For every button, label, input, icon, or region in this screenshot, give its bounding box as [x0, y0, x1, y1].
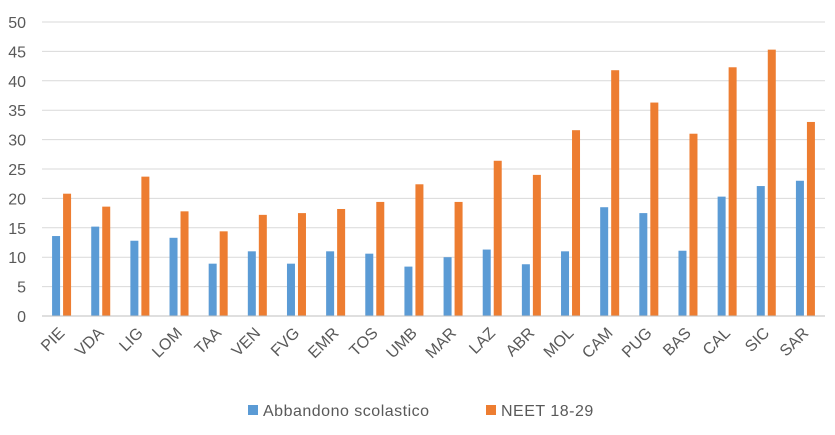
bar-abbandono-vda [91, 226, 100, 316]
bar-abbandono-taa [208, 263, 217, 316]
x-tick-label-cal: CAL [700, 325, 734, 359]
x-tick-label-ven: VEN [229, 325, 264, 360]
y-tick-label: 5 [17, 280, 26, 297]
x-tick-label-pug: PUG [619, 325, 656, 362]
bar-abbandono-lom [169, 237, 178, 316]
y-tick-label: 25 [8, 162, 26, 179]
legend: Abbandono scolastico NEET 18-29 [248, 403, 594, 420]
bar-neet-taa [219, 231, 228, 316]
bar-abbandono-cam [600, 207, 609, 316]
bar-abbandono-pug [639, 213, 648, 316]
bar-abbandono-mol [561, 251, 570, 316]
y-axis-tick-labels: 0 5 10 15 20 25 30 35 40 45 50 [8, 15, 26, 326]
x-tick-label-bas: BAS [660, 325, 695, 360]
x-tick-label-vda: VDA [72, 325, 108, 361]
bar-neet-lig [141, 176, 150, 316]
x-tick-label-taa: TAA [192, 325, 225, 358]
bar-abbandono-fvg [286, 263, 295, 316]
x-tick-label-tos: TOS [347, 325, 382, 360]
bar-neet-mar [454, 201, 463, 316]
bar-abbandono-pie [52, 236, 61, 316]
bar-neet-sar [806, 121, 815, 317]
y-tick-label: 30 [8, 133, 26, 150]
x-tick-label-pie: PIE [38, 325, 68, 355]
y-tick-label: 50 [8, 15, 26, 32]
x-tick-label-umb: UMB [384, 325, 421, 362]
bar-neet-cal [728, 67, 737, 316]
bar-abbandono-lig [130, 240, 139, 316]
bar-neet-fvg [297, 213, 306, 316]
bar-abbandono-mar [443, 257, 452, 316]
x-tick-label-sic: SIC [742, 325, 773, 356]
x-tick-label-cam: CAM [579, 325, 616, 362]
bar-abbandono-sar [795, 180, 804, 316]
y-tick-label: 15 [8, 221, 26, 238]
x-tick-label-mol: MOL [541, 325, 578, 362]
gridlines [42, 21, 825, 288]
bar-abbandono-umb [404, 266, 413, 316]
bar-neet-vda [102, 206, 111, 316]
bar-abbandono-tos [365, 253, 374, 316]
bar-neet-bas [689, 133, 698, 316]
bar-neet-ven [258, 214, 267, 316]
bar-abbandono-ven [247, 251, 256, 316]
legend-swatch-neet [486, 405, 496, 415]
bar-abbandono-abr [521, 264, 530, 316]
bar-neet-lom [180, 211, 189, 316]
legend-label-abbandono: Abbandono scolastico [263, 403, 430, 420]
bar-abbandono-bas [678, 250, 687, 316]
bar-neet-abr [532, 174, 541, 316]
x-tick-label-sar: SAR [777, 325, 812, 360]
x-tick-label-emr: EMR [305, 325, 342, 362]
x-axis-category-labels: PIE VDA LIG LOM TAA VEN FVG EMR TOS UMB MAR LAZ ABR M… [38, 325, 812, 362]
y-tick-label: 20 [8, 191, 26, 208]
y-tick-label: 45 [8, 44, 26, 61]
bar-abbandono-cal [717, 196, 726, 316]
bar-abbandono-sic [756, 186, 765, 316]
x-tick-label-abr: ABR [503, 325, 538, 360]
bar-neet-pug [650, 102, 659, 316]
bar-neet-umb [415, 184, 424, 316]
bar-neet-mol [572, 130, 581, 316]
x-tick-label-lig: LIG [116, 325, 146, 355]
legend-swatch-abbandono [248, 405, 258, 415]
bar-neet-laz [493, 160, 502, 316]
x-tick-label-fvg: FVG [268, 325, 303, 360]
bar-neet-cam [611, 70, 620, 316]
x-tick-label-lom: LOM [149, 325, 186, 362]
x-tick-label-laz: LAZ [466, 325, 499, 358]
bar-neet-pie [63, 193, 72, 316]
bar-abbandono-laz [482, 249, 491, 316]
bars [52, 49, 815, 317]
y-tick-label: 40 [8, 74, 26, 91]
y-tick-label: 0 [17, 309, 26, 326]
bar-neet-emr [337, 208, 346, 316]
y-tick-label: 35 [8, 103, 26, 120]
bar-neet-sic [767, 49, 776, 317]
legend-label-neet: NEET 18-29 [501, 403, 594, 420]
bar-abbandono-emr [326, 251, 335, 316]
bar-neet-tos [376, 201, 385, 316]
y-tick-label: 10 [8, 250, 26, 267]
x-tick-label-mar: MAR [423, 325, 460, 362]
